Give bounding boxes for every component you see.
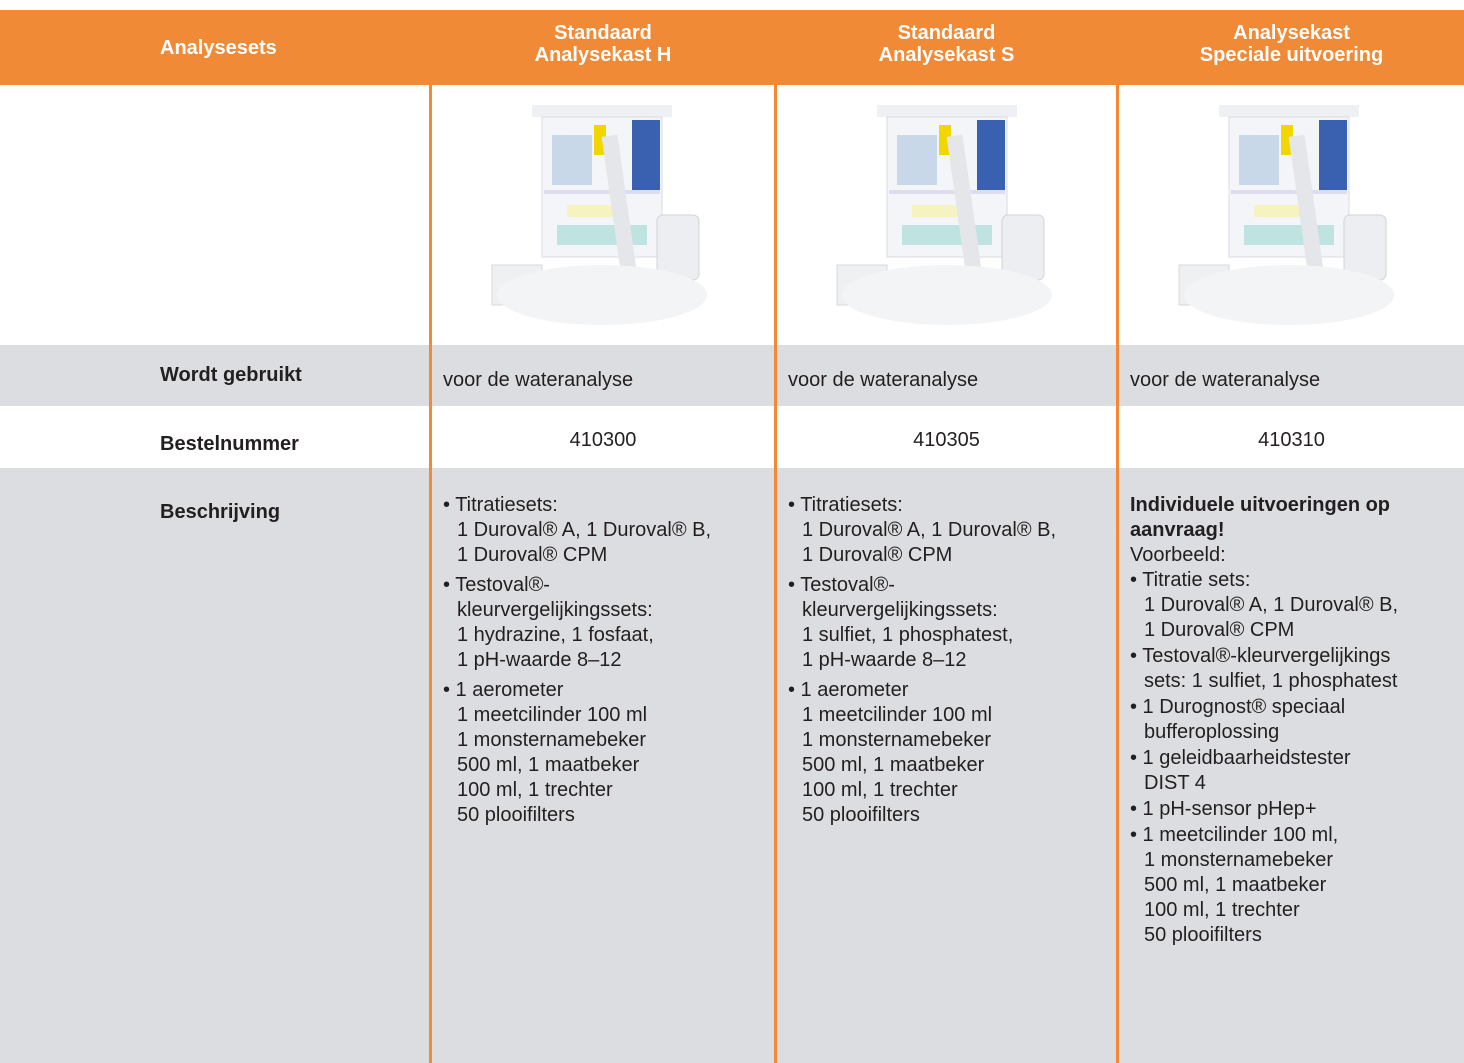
list-line: 1 meetcilinder 100 ml [802, 704, 993, 726]
list-line: • 1 aerometer [443, 679, 564, 701]
list-line: 1 Duroval® CPM [802, 544, 953, 566]
cell-text: voor de wateranalyse [788, 369, 979, 391]
cell-text: voor de wateranalyse [1130, 369, 1321, 391]
list-line: 1 Duroval® A, 1 Duroval® B, [1144, 594, 1399, 616]
cell-text: 410305 [913, 429, 980, 451]
list-line: 1 meetcilinder 100 ml [457, 704, 648, 726]
header-column: Speciale uitvoering [1199, 44, 1384, 66]
list-line: sets: 1 sulfiet, 1 phosphatest [1144, 670, 1398, 692]
header-column: Standaard [554, 22, 652, 44]
list-line: 100 ml, 1 trechter [457, 779, 613, 801]
cell-text: 410310 [1258, 429, 1325, 451]
row-label: Wordt gebruikt [160, 364, 302, 386]
list-line: 500 ml, 1 maatbeker [1144, 874, 1327, 896]
cell-text: 410300 [569, 429, 637, 451]
column-divider [1116, 85, 1119, 1063]
column-divider [429, 85, 432, 1063]
list-line: • 1 aerometer [788, 679, 909, 701]
list-line: • 1 pH-sensor pHep+ [1130, 798, 1317, 820]
cell-text: Voorbeeld: [1130, 544, 1226, 566]
list-line: 500 ml, 1 maatbeker [802, 754, 985, 776]
list-line: • 1 Durognost® speciaal [1130, 696, 1346, 718]
list-line: • Testoval®-kleurvergelijkings [1130, 645, 1391, 667]
list-line: • Titratiesets: [443, 494, 558, 516]
header-band [0, 10, 1464, 85]
list-line: • Titratie sets: [1130, 569, 1251, 591]
header-column: Analysekast S [878, 44, 1015, 66]
header-column: Standaard [897, 22, 996, 44]
list-line: 50 plooifilters [457, 804, 575, 826]
row-bg [0, 468, 1464, 1063]
list-line: 1 Duroval® CPM [1144, 619, 1295, 641]
list-line: 1 monsternamebeker [457, 729, 646, 751]
list-line: 50 plooifilters [1144, 924, 1262, 946]
row-label: Beschrijving [160, 501, 281, 523]
list-line: • Testoval®- [788, 574, 895, 596]
list-line: kleurvergelijkingssets: [457, 599, 653, 621]
list-line: DIST 4 [1144, 772, 1206, 794]
list-line: • Testoval®- [443, 574, 550, 596]
list-line: 1 sulfiet, 1 phosphatest, [802, 624, 1014, 646]
list-line: 1 Duroval® CPM [457, 544, 608, 566]
list-line: 1 pH-waarde 8–12 [457, 649, 622, 671]
cell-heading: aanvraag! [1130, 519, 1225, 541]
cell-heading: Individuele uitvoeringen op [1130, 494, 1391, 516]
column-divider [774, 85, 777, 1063]
list-line: • 1 meetcilinder 100 ml, [1130, 824, 1339, 846]
list-line: bufferoplossing [1144, 721, 1280, 743]
list-line: 1 Duroval® A, 1 Duroval® B, [802, 519, 1057, 541]
header-column: Analysekast [1233, 22, 1350, 44]
list-line: 1 monsternamebeker [802, 729, 991, 751]
list-line: • Titratiesets: [788, 494, 903, 516]
header-label: Analysesets [160, 37, 277, 59]
product-image [1178, 105, 1394, 325]
cell-text: voor de wateranalyse [443, 369, 634, 391]
list-line: kleurvergelijkingssets: [802, 599, 998, 621]
list-line: 500 ml, 1 maatbeker [457, 754, 640, 776]
list-line: 1 hydrazine, 1 fosfaat, [457, 624, 654, 646]
row-bg [0, 345, 1464, 406]
list-line: 100 ml, 1 trechter [802, 779, 958, 801]
list-line: 1 Duroval® A, 1 Duroval® B, [457, 519, 712, 541]
product-image [836, 105, 1052, 325]
list-line: 50 plooifilters [802, 804, 920, 826]
header-column: Analysekast H [534, 44, 672, 66]
list-line: 1 monsternamebeker [1144, 849, 1333, 871]
list-line: 100 ml, 1 trechter [1144, 899, 1300, 921]
product-image [491, 105, 707, 325]
list-line: 1 pH-waarde 8–12 [802, 649, 967, 671]
row-label: Bestelnummer [160, 433, 299, 455]
list-line: • 1 geleidbaarheidstester [1130, 747, 1351, 769]
